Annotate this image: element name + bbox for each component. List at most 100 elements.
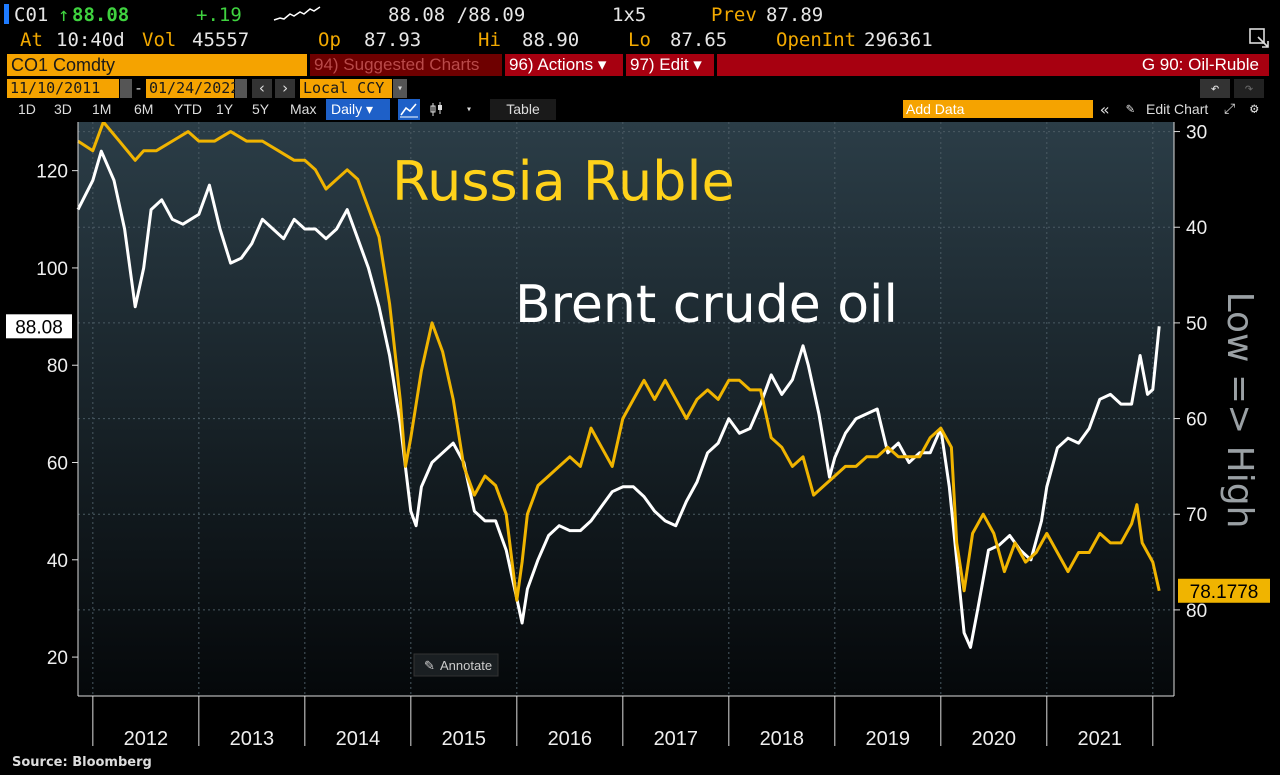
open-label: Op [318, 29, 341, 51]
x-tick-label: 2020 [972, 728, 1017, 750]
popout-icon[interactable] [1248, 27, 1270, 54]
period-tab[interactable]: 6M [134, 101, 154, 117]
expand-icon[interactable]: ⤢ [1224, 101, 1236, 117]
chevron-down-icon[interactable]: ▾ [466, 104, 473, 115]
quote-line-2: At 10:40d Vol 45557 Op 87.93 Hi 88.90 Lo… [0, 27, 1280, 54]
ruble-last-flag [1178, 578, 1270, 603]
chart-area: 20 40 60 80 100 120 30 40 50 60 70 80 2012 2013 2014 20… [0, 120, 1280, 760]
collapse-icon[interactable]: « [1100, 100, 1110, 119]
undo-icon[interactable]: ↶ [1200, 79, 1230, 98]
at-label: At [20, 29, 43, 51]
security-color-marker [4, 4, 9, 24]
prev-label: Prev [711, 4, 757, 26]
actions-menu[interactable]: 96) Actions ▾ [505, 54, 623, 76]
period-tab[interactable]: 1Y [216, 101, 234, 117]
right-tick-label: 80 [1186, 601, 1207, 622]
right-tick-label: 50 [1186, 314, 1207, 335]
brent-annotation: Brent crude oil [515, 275, 898, 335]
candlestick-icon[interactable] [428, 99, 446, 120]
left-tick-label: 80 [47, 356, 68, 377]
brent-last-value: 88.08 [15, 317, 63, 338]
x-tick-label: 2017 [654, 728, 699, 750]
security-field[interactable]: CO1 Comdty [7, 54, 307, 76]
low-label: Lo [628, 29, 651, 51]
pencil-icon: ✎ [424, 658, 435, 673]
period-tab[interactable]: 5Y [252, 101, 270, 117]
line-chart-icon[interactable] [398, 99, 420, 120]
brent-line [76, 149, 1161, 649]
up-arrow-icon: ↑ [58, 4, 70, 26]
period-tab[interactable]: 1M [92, 101, 112, 117]
frequency-select[interactable]: Daily ▾ [326, 99, 390, 120]
oil-ruble-chart: 20 40 60 80 100 120 30 40 50 60 70 80 2012 2013 2014 20… [0, 120, 1280, 760]
net-change: +.19 [196, 4, 242, 26]
right-tick-label: 60 [1186, 410, 1207, 431]
ticker[interactable]: C01 [14, 4, 49, 26]
calendar-icon[interactable] [120, 79, 132, 98]
volume: 45557 [192, 29, 250, 51]
suggested-charts-button[interactable]: 94) Suggested Charts [310, 54, 502, 76]
last-time: 10:40d [56, 29, 125, 51]
open-interest: 296361 [864, 29, 933, 51]
left-tick-label: 40 [47, 551, 68, 572]
date-separator: - [134, 79, 144, 97]
x-tick-label: 2021 [1078, 728, 1123, 750]
ruble-line [77, 120, 1161, 602]
end-date-input[interactable]: 01/24/2022 [146, 79, 239, 98]
chart-name: G 90: Oil-Ruble [717, 54, 1269, 76]
high-price: 88.90 [522, 29, 580, 51]
chart-title: Russia Ruble [392, 150, 735, 213]
chevron-down-icon[interactable]: ▾ [393, 79, 407, 98]
settings-icon[interactable]: ⚙ [1250, 101, 1259, 117]
x-tick-label: 2015 [442, 728, 487, 750]
open-interest-label: OpenInt [776, 29, 857, 51]
add-data-input[interactable]: Add Data [903, 100, 1093, 118]
x-tick-label: 2018 [760, 728, 805, 750]
right-tick-label: 70 [1186, 505, 1207, 526]
right-tick-label: 40 [1186, 218, 1207, 239]
period-tab[interactable]: 1D [18, 101, 36, 117]
period-tab[interactable]: 3D [54, 101, 72, 117]
bid-ask-size: 1x5 [612, 4, 647, 26]
annotate-label: Annotate [440, 658, 492, 673]
x-tick-label: 2014 [336, 728, 381, 750]
last-price: 88.08 [72, 4, 130, 26]
open-price: 87.93 [364, 29, 422, 51]
calendar-icon[interactable] [235, 79, 247, 98]
brent-last-flag [6, 314, 72, 339]
source-note: Source: Bloomberg [12, 755, 152, 770]
left-tick-label: 120 [36, 162, 68, 183]
command-bar: CO1 Comdty 94) Suggested Charts 96) Acti… [0, 54, 1280, 76]
left-tick-label: 20 [47, 648, 68, 669]
currency-select[interactable]: Local CCY [300, 79, 392, 98]
vol-label: Vol [142, 29, 177, 51]
period-tabs: 1D 3D 1M 6M YTD 1Y 5Y Max [8, 99, 328, 120]
prev-close: 87.89 [766, 4, 824, 26]
period-tab[interactable]: YTD [174, 101, 202, 117]
plot-background [78, 122, 1174, 696]
date-range-bar: 11/10/2011 - 01/24/2022 ‹ › Local CCY ▾ … [0, 79, 1280, 98]
annotate-button[interactable] [413, 653, 499, 677]
left-tick-label: 60 [47, 454, 68, 475]
x-tick-label: 2012 [124, 728, 169, 750]
edit-chart-button[interactable]: Edit Chart [1146, 101, 1209, 117]
bid-ask: 88.08 /88.09 [388, 4, 526, 26]
start-date-input[interactable]: 11/10/2011 [7, 79, 119, 98]
x-tick-label: 2016 [548, 728, 593, 750]
low-price: 87.65 [670, 29, 728, 51]
prev-range-icon[interactable]: ‹ [252, 79, 272, 98]
right-tick-label: 30 [1186, 123, 1207, 144]
table-button[interactable]: Table [490, 99, 556, 120]
edit-menu[interactable]: 97) Edit ▾ [626, 54, 714, 76]
left-tick-label: 100 [36, 259, 68, 280]
pencil-icon: ✎ [1126, 101, 1135, 117]
sparkline-icon [272, 4, 322, 29]
next-range-icon[interactable]: › [275, 79, 295, 98]
period-bar: 1D 3D 1M 6M YTD 1Y 5Y Max Daily ▾ ▾ Table Add D… [0, 99, 1280, 120]
ruble-last-value: 78.1778 [1190, 582, 1259, 603]
x-tick-label: 2013 [230, 728, 275, 750]
period-tab[interactable]: Max [290, 101, 317, 117]
right-axis-label: Low => High [1219, 292, 1260, 529]
quote-line-1: C01 ↑ 88.08 +.19 88.08 /88.09 1x5 Prev 8… [0, 4, 1280, 26]
redo-icon[interactable]: ↷ [1234, 79, 1264, 98]
